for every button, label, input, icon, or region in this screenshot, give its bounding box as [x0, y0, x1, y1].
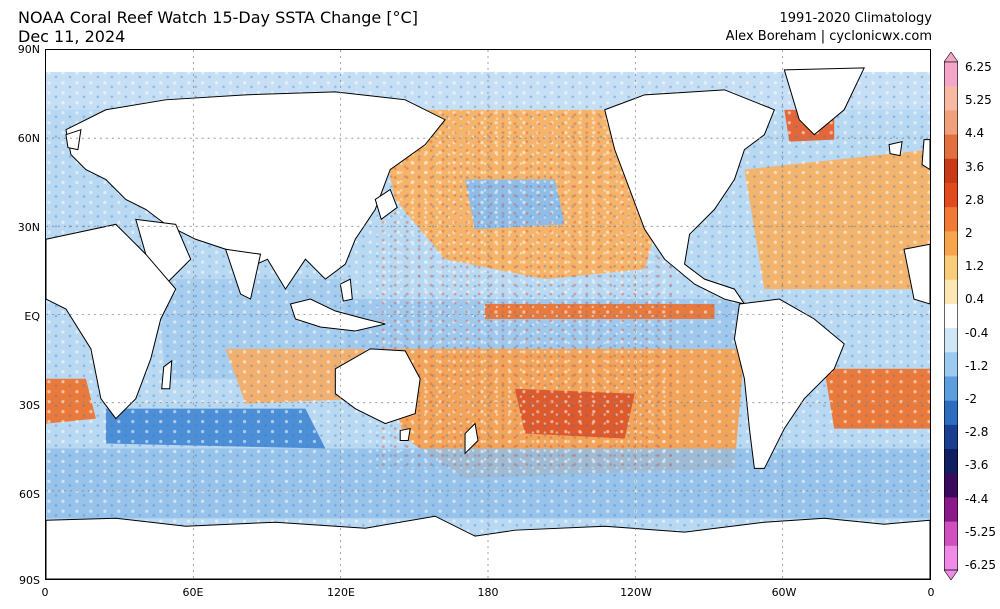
australia: [334, 348, 421, 425]
africa: [46, 223, 177, 420]
colorbar-swatch: [944, 279, 958, 305]
arctic-cap: [46, 50, 930, 72]
colorbar-swatch: [944, 376, 958, 402]
colorbar-swatch: [944, 255, 958, 281]
lat-label-30n: 30N: [17, 221, 40, 234]
colorbar-swatch: [944, 400, 958, 426]
colorbar-tick-label: 5.25: [965, 93, 992, 108]
credit-block: 1991-2020 Climatology Alex Boreham | cyc…: [726, 10, 932, 46]
colorbar-swatch: [944, 158, 958, 184]
eurasia: [65, 91, 446, 291]
lon-label-60w: 60W: [771, 586, 797, 599]
colorbar-swatch: [944, 545, 958, 571]
north-america: [604, 89, 776, 305]
colorbar-tick-label: -0.4: [965, 325, 989, 340]
colorbar-swatch: [944, 86, 958, 111]
colorbar-tick-label: 4.4: [965, 126, 985, 141]
colorbar-min-arrow: [944, 569, 958, 580]
colorbar-swatch: [944, 110, 958, 136]
colorbar-tick-label: -5.25: [965, 524, 997, 539]
colorbar-swatch: [944, 473, 958, 498]
continents: [46, 67, 930, 469]
greenland: [783, 67, 865, 136]
colorbar-swatch: [944, 207, 958, 232]
colorbar-max-arrow: [944, 52, 958, 63]
colorbar-tick-label: -2.8: [965, 425, 989, 440]
climatology-label: 1991-2020 Climatology: [779, 11, 932, 26]
colorbar-tick-label: 3.6: [965, 159, 985, 174]
lat-label-60s: 60S: [19, 488, 40, 501]
colorbar-swatch: [944, 424, 958, 450]
colorbar-tick-label: -1.2: [965, 358, 989, 373]
colorbar-tick-label: -6.25: [965, 558, 997, 572]
colorbar-tick-label: 1.2: [965, 259, 985, 274]
colorbar-tick-label: -3.6: [965, 458, 989, 473]
colorbar-swatch: [944, 134, 958, 160]
lon-label-60e: 60E: [182, 586, 204, 599]
colorbar-tick-label: 2.8: [965, 192, 985, 207]
colorbar-tick-label: 2: [965, 226, 973, 240]
lat-label-90n: 90N: [17, 43, 40, 56]
map-title: NOAA Coral Reef Watch 15-Day SSTA Change…: [18, 8, 418, 46]
lon-label-0-east: 0: [927, 586, 935, 599]
colorbar-swatch: [944, 497, 958, 523]
colorbar-swatch: [944, 328, 958, 353]
lon-label-180: 180: [477, 586, 499, 599]
colorbar-tick-label: 6.25: [965, 60, 992, 74]
south-america: [733, 298, 845, 469]
colorbar-swatch: [944, 521, 958, 547]
colorbar-swatch: [944, 352, 958, 377]
lat-label-eq: EQ: [24, 310, 40, 323]
lon-label-0: 0: [41, 586, 49, 599]
colorbar-tick-label: -4.4: [965, 491, 989, 506]
colorbar: [944, 52, 958, 580]
colorbar-swatch: [944, 182, 958, 208]
colorbar-swatch: [944, 303, 958, 329]
lon-label-120e: 120E: [327, 586, 355, 599]
colorbar-tick-label: 0.4: [965, 292, 985, 307]
colorbar-tick-label: -2: [965, 392, 977, 406]
graticule: [46, 50, 930, 579]
ssta-map: [45, 49, 931, 580]
lon-label-120w: 120W: [620, 586, 652, 599]
colorbar-swatch: [944, 449, 958, 474]
title-line-1: NOAA Coral Reef Watch 15-Day SSTA Change…: [18, 8, 418, 27]
author-credit: Alex Boreham | cyclonicwx.com: [725, 29, 932, 44]
title-date: Dec 11, 2024: [18, 27, 126, 46]
lat-label-90s: 90S: [19, 574, 40, 587]
colorbar-swatch: [944, 231, 958, 257]
lat-label-30s: 30S: [19, 399, 40, 412]
lat-label-60n: 60N: [17, 132, 40, 145]
colorbar-frame: [944, 61, 958, 571]
colorbar-swatch: [944, 62, 958, 87]
